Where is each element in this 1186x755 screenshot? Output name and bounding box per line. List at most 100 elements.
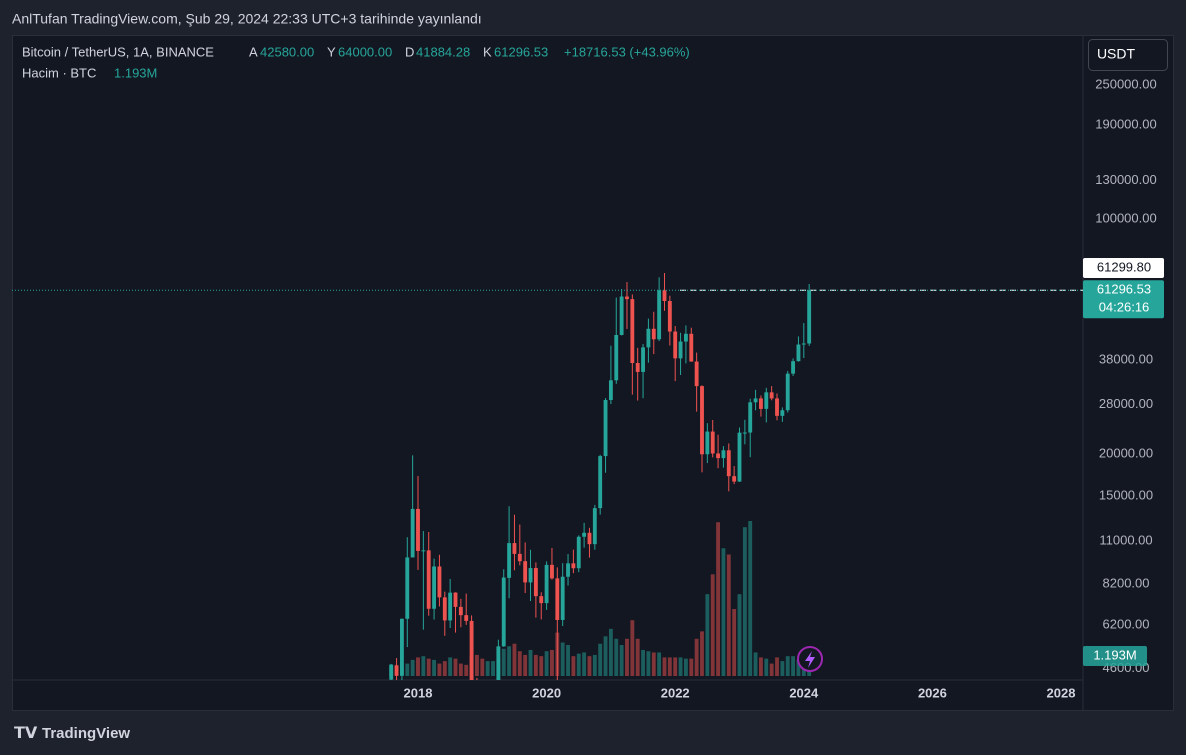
volume-bar bbox=[700, 631, 704, 676]
volume-bar bbox=[405, 663, 410, 676]
volume-bar bbox=[512, 643, 517, 676]
volume-bar bbox=[780, 661, 785, 676]
candle-body bbox=[721, 450, 726, 459]
axes: 4600.006200.008200.0011000.0015000.00200… bbox=[12, 76, 1164, 700]
candle-body bbox=[753, 398, 758, 403]
candle-body bbox=[432, 566, 437, 609]
volume-bar bbox=[528, 649, 533, 676]
candle-body bbox=[662, 290, 667, 302]
volume-bar bbox=[689, 658, 694, 676]
volume-bar bbox=[480, 658, 485, 676]
logo-text: TradingView bbox=[42, 725, 130, 742]
price-line-label: 61299.80 bbox=[1097, 259, 1151, 274]
volume-bar bbox=[630, 620, 635, 676]
volume-bar bbox=[442, 661, 447, 676]
volume-bar bbox=[694, 638, 699, 676]
chart-frame bbox=[12, 35, 1174, 711]
volume-bar bbox=[603, 636, 608, 676]
candle-body bbox=[625, 296, 629, 300]
volume-bar bbox=[785, 656, 790, 676]
candle-body bbox=[507, 543, 512, 578]
volume-label-box bbox=[1083, 646, 1147, 666]
legend-value: 41884.28 bbox=[416, 44, 470, 59]
y-tick-label: 8200.00 bbox=[1103, 575, 1150, 590]
candle-body bbox=[421, 550, 426, 552]
candle-body bbox=[458, 606, 463, 616]
legend-value: 42580.00 bbox=[260, 44, 314, 59]
volume-bar bbox=[646, 651, 651, 676]
volume-bar bbox=[491, 661, 495, 676]
candle-body bbox=[496, 646, 501, 680]
candles bbox=[389, 273, 812, 680]
volume-bar bbox=[614, 638, 619, 676]
candle-body bbox=[651, 328, 656, 340]
candle-body bbox=[646, 328, 651, 348]
volume-bar bbox=[625, 638, 629, 676]
volume-bar bbox=[501, 648, 506, 676]
volume-bar bbox=[426, 658, 431, 676]
candle-body bbox=[683, 333, 688, 342]
candle-body bbox=[608, 380, 613, 400]
legend-value: 64000.00 bbox=[338, 44, 392, 59]
candle-body bbox=[657, 290, 662, 340]
volume-bar bbox=[560, 642, 565, 676]
candle-body bbox=[453, 592, 458, 607]
volume-bar bbox=[571, 656, 576, 676]
candle-body bbox=[512, 543, 517, 554]
candle-body bbox=[571, 563, 576, 569]
candle-body bbox=[389, 664, 394, 680]
candle-body bbox=[785, 373, 790, 411]
candle-body bbox=[796, 344, 801, 362]
candle-body bbox=[678, 341, 683, 359]
x-tick-label: 2020 bbox=[532, 685, 561, 700]
y-tick-label: 100000.00 bbox=[1095, 210, 1156, 225]
candle-body bbox=[528, 568, 533, 583]
candle-body bbox=[550, 564, 554, 579]
candle-body bbox=[442, 597, 447, 621]
candle-body bbox=[801, 343, 806, 345]
candle-body bbox=[437, 566, 442, 598]
candle-body bbox=[426, 550, 431, 609]
candle-body bbox=[737, 432, 742, 482]
candle-body bbox=[517, 553, 522, 562]
candle-body bbox=[694, 361, 699, 387]
candle-body bbox=[410, 508, 415, 558]
volume-bar bbox=[759, 657, 763, 676]
legend-key: A bbox=[249, 44, 258, 59]
volume-bar bbox=[421, 656, 426, 676]
volume-bar bbox=[651, 652, 656, 676]
legend-key: Y bbox=[327, 44, 336, 59]
volume-bar bbox=[796, 659, 801, 676]
y-tick-label: 28000.00 bbox=[1099, 396, 1153, 411]
candle-body bbox=[598, 456, 603, 509]
y-tick-label: 250000.00 bbox=[1095, 76, 1156, 91]
candle-body bbox=[544, 564, 549, 604]
volume-bar bbox=[475, 654, 479, 676]
volume-bar bbox=[448, 657, 453, 676]
x-tick-label: 2022 bbox=[661, 685, 690, 700]
candle-body bbox=[807, 290, 812, 344]
volume-bar bbox=[742, 527, 747, 676]
volume-bar bbox=[598, 643, 603, 676]
y-tick-label: 130000.00 bbox=[1095, 172, 1156, 187]
volume-bar bbox=[453, 658, 458, 676]
y-tick-label: 6200.00 bbox=[1103, 616, 1150, 631]
candle-body bbox=[523, 561, 528, 583]
legend: A 42580.00 Y 64000.00 D 41884.28 K 61296.53 +187… bbox=[249, 44, 690, 59]
candle-body bbox=[448, 592, 453, 621]
logo-mark: 𝗧𝗩 bbox=[14, 725, 38, 742]
currency-button[interactable] bbox=[1088, 39, 1168, 71]
volume-bar bbox=[791, 656, 796, 676]
candle-body bbox=[748, 402, 753, 433]
volume-bar bbox=[464, 664, 469, 676]
candle-body bbox=[716, 453, 720, 459]
candle-body bbox=[576, 536, 581, 569]
volume-bar bbox=[507, 646, 512, 676]
volume-bar bbox=[678, 657, 683, 676]
volume-bar bbox=[587, 656, 592, 676]
volume-bar bbox=[544, 651, 549, 676]
y-tick-label: 190000.00 bbox=[1095, 117, 1156, 132]
currency-label[interactable]: USDT bbox=[1097, 46, 1136, 62]
volume-bar bbox=[721, 548, 726, 676]
candle-body bbox=[742, 432, 747, 434]
